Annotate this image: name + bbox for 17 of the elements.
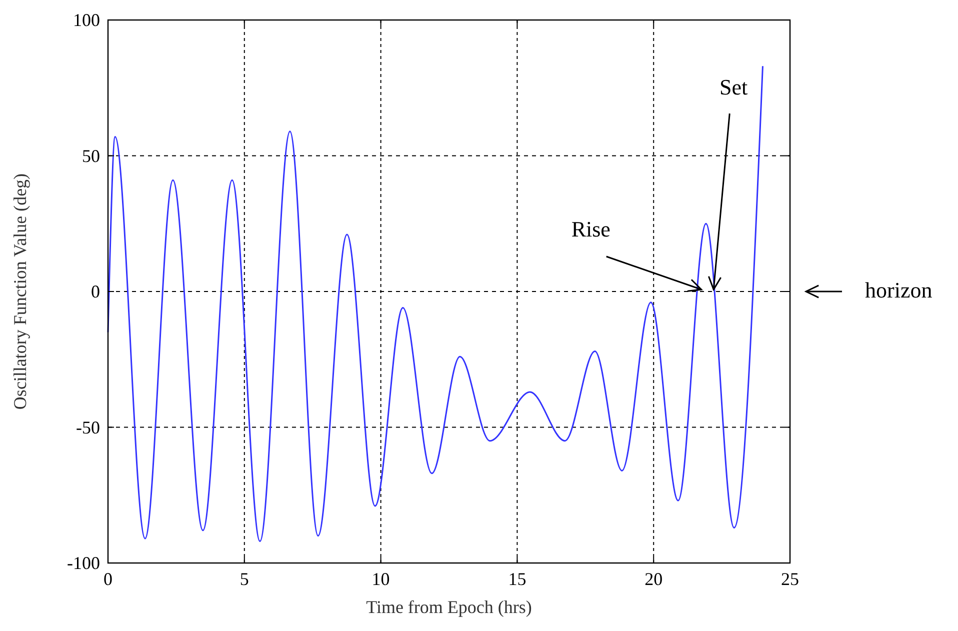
annotation: Rise <box>571 216 610 242</box>
y-tick-label: 0 <box>91 282 100 302</box>
x-tick-label: 0 <box>104 569 112 589</box>
x-tick-label: 15 <box>508 569 526 589</box>
y-axis-title: Oscillatory Function Value (deg) <box>10 173 30 410</box>
line-series <box>107 65 764 542</box>
x-tick-label: 25 <box>781 569 799 589</box>
y-tick-label: 50 <box>82 146 100 166</box>
text: horizon <box>865 278 932 302</box>
y-tick-label: 100 <box>73 10 100 30</box>
x-axis-title: Time from Epoch (hrs) <box>366 597 532 617</box>
annotation: Set <box>720 74 748 100</box>
y-tick-label: -50 <box>76 417 100 438</box>
x-tick-label: 5 <box>240 569 249 589</box>
x-tick-label: 20 <box>644 569 663 589</box>
x-tick-label: 10 <box>372 569 390 589</box>
y-tick-label: -100 <box>67 553 100 573</box>
